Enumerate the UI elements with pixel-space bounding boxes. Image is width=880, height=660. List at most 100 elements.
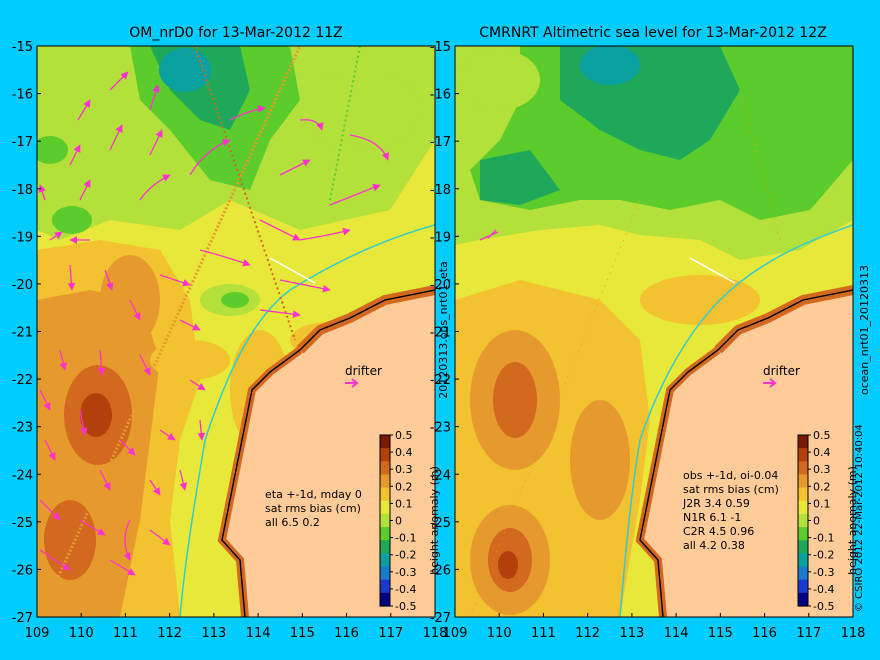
right-colorbar-tick-label: 0.4	[813, 446, 831, 459]
left-colorbar-swatch	[380, 435, 390, 449]
left-colorbar-tick-label: 0	[395, 515, 402, 528]
left-colorbar-label: height anomaly (m)	[428, 466, 441, 575]
right-lat-tick-label: -23	[430, 421, 451, 436]
right-colorbar-swatch	[798, 553, 808, 568]
right-arrow-icon	[763, 378, 777, 388]
right-map-panel: CMRNRT Altimetric sea level for 13-Mar-2…	[430, 25, 871, 641]
left-lat-tick-label: -17	[12, 135, 33, 150]
left-map-panel: OM_nrD0 for 13-Mar-2012 11Z	[12, 25, 450, 641]
left-colorbar-swatch	[380, 579, 390, 594]
left-lon-tick-label: 117	[378, 626, 403, 641]
left-colorbar-tick-label: -0.1	[395, 532, 416, 545]
right-colorbar-swatch	[798, 513, 808, 528]
left-lat-tick-label: -25	[12, 516, 33, 531]
right-info-line-5: C2R 4.5 0.96	[683, 525, 754, 538]
right-colorbar-tick-label: -0.2	[813, 549, 834, 562]
right-colorbar-tick-label: 0	[813, 515, 820, 528]
left-lat-tick-label: -19	[12, 230, 33, 245]
left-colorbar-swatch	[380, 500, 390, 515]
left-colorbar-tick-label: 0.5	[395, 429, 413, 442]
right-colorbar-tick-label: -0.4	[813, 583, 834, 596]
left-lat-tick-label: -18	[12, 183, 33, 198]
right-colorbar-swatch	[798, 527, 808, 541]
right-lat-ticks: -15 -16 -17 -18 -19 -20 -21 -22 -23 -24 -25 -26 -27	[430, 40, 459, 626]
left-colorbar-tick-label: 0.2	[395, 480, 413, 493]
left-lat-tick-label: -22	[12, 373, 33, 388]
right-lon-ticks: 109 110 111 112 113 114 115 116 117 118	[443, 613, 866, 641]
left-colorbar-tick-label: 0.3	[395, 463, 413, 476]
drifter-label: drifter	[763, 364, 800, 378]
right-lat-tick-label: -22	[430, 373, 451, 388]
right-info-line-2: sat rms bias (cm)	[683, 483, 779, 496]
right-arrow-icon	[345, 378, 359, 388]
right-lon-tick-label: 114	[664, 626, 689, 641]
left-lon-tick-label: 111	[113, 626, 138, 641]
left-lat-tick-label: -20	[12, 278, 33, 293]
right-lat-tick-label: -15	[430, 40, 451, 55]
right-lon-tick-label: 109	[443, 626, 468, 641]
left-colorbar-swatch	[380, 448, 390, 462]
credit-text: © CSIRO 2012 22-Mar-2012 10:40:04	[854, 424, 865, 612]
left-lon-tick-label: 116	[334, 626, 359, 641]
right-side-label: ocean_nrt01_20120313	[858, 265, 871, 395]
right-info-line-3: J2R 3.4 0.59	[682, 497, 750, 510]
right-colorbar-swatch	[798, 435, 808, 449]
left-map-field: drifter eta +-1d, mday 0 sat rms bias (c…	[37, 46, 435, 617]
right-colorbar-swatch	[798, 448, 808, 462]
right-lon-tick-label: 115	[708, 626, 733, 641]
left-colorbar-tick-label: 0.1	[395, 497, 413, 510]
left-lat-tick-label: -16	[12, 88, 33, 103]
right-colorbar-swatch	[798, 579, 808, 594]
right-info-line-1: obs +-1d, oi-0.04	[683, 469, 778, 482]
right-colorbar-tick-label: 0.2	[813, 480, 831, 493]
right-info-line-4: N1R 6.1 -1	[683, 511, 741, 524]
right-info-text: obs +-1d, oi-0.04 sat rms bias (cm) J2R …	[682, 469, 779, 552]
right-colorbar-label: height anomaly (m)	[846, 466, 859, 575]
right-colorbar-tick-label: -0.3	[813, 566, 834, 579]
right-lat-tick-label: -21	[430, 326, 451, 341]
left-colorbar-swatch	[380, 566, 390, 581]
right-info-line-6: all 4.2 0.38	[683, 539, 745, 552]
right-lat-tick-label: -26	[430, 563, 451, 578]
left-colorbar-swatch	[380, 527, 390, 541]
left-lon-tick-label: 110	[69, 626, 94, 641]
drifter-label: drifter	[345, 364, 382, 378]
right-lon-tick-label: 117	[796, 626, 821, 641]
left-lat-tick-label: -24	[12, 468, 33, 483]
right-lat-tick-label: -24	[430, 468, 451, 483]
right-colorbar-tick-label: 0.1	[813, 497, 831, 510]
left-info-line-1: eta +-1d, mday 0	[265, 488, 362, 501]
left-panel-title: OM_nrD0 for 13-Mar-2012 11Z	[129, 25, 343, 41]
left-colorbar-tick-label: 0.4	[395, 446, 413, 459]
right-lat-tick-label: -20	[430, 278, 451, 293]
drifter-track	[479, 229, 499, 241]
right-lon-tick-label: 110	[487, 626, 512, 641]
right-lat-tick-label: -27	[430, 611, 451, 626]
right-lat-tick-label: -18	[430, 183, 451, 198]
left-lon-tick-label: 113	[201, 626, 226, 641]
right-lon-tick-label: 118	[841, 626, 866, 641]
left-colorbar-swatch	[380, 592, 390, 607]
drifter-marker: drifter	[763, 364, 800, 388]
left-colorbar-tick-label: -0.3	[395, 566, 416, 579]
left-colorbar-swatch	[380, 487, 390, 502]
right-colorbar-tick-label: 0.3	[813, 463, 831, 476]
left-colorbar-tick-label: -0.4	[395, 583, 416, 596]
left-lat-tick-label: -21	[12, 326, 33, 341]
right-colorbar-swatch	[798, 592, 808, 607]
right-lon-tick-label: 111	[531, 626, 556, 641]
left-lon-tick-label: 112	[157, 626, 182, 641]
left-info-text: eta +-1d, mday 0 sat rms bias (cm) all 6…	[265, 488, 362, 529]
right-colorbar-tick-label: 0.5	[813, 429, 831, 442]
right-lat-tick-label: -19	[430, 230, 451, 245]
right-lon-tick-label: 112	[575, 626, 600, 641]
left-colorbar: 0.5 0.4 0.3 0.2 0.1 0 -0.1 -0.2 -0.3 -0.4 -0.5 heig…	[379, 429, 441, 613]
right-colorbar-swatch	[798, 566, 808, 581]
right-lat-tick-label: -16	[430, 88, 451, 103]
left-side-label: 20120313.obs_nrt01_eta	[437, 261, 450, 399]
right-lat-tick-label: -17	[430, 135, 451, 150]
right-colorbar-swatch	[798, 461, 808, 476]
right-colorbar-swatch	[798, 474, 808, 489]
right-colorbar-tick-label: -0.5	[813, 600, 834, 613]
